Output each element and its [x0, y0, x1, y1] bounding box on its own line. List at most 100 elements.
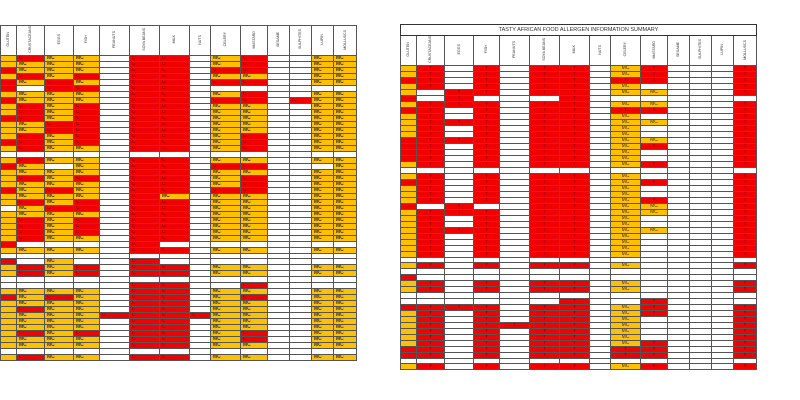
- allergen-cell-gluten[interactable]: [0, 353, 17, 361]
- column-header-mustard: MUSTARD: [640, 35, 668, 66]
- table-row: MC MC MC C C MC MC MC MC: [0, 246, 357, 254]
- allergen-cell-molluscs[interactable]: Y: [733, 262, 757, 270]
- allergen-cell-fish[interactable]: MC: [73, 353, 100, 361]
- allergen-cell-molluscs[interactable]: Y: [733, 285, 757, 293]
- table-row: MC MC MC C C MC C MC MC: [0, 336, 357, 344]
- allergen-cell-crustaceans[interactable]: Y: [416, 363, 445, 371]
- table-row: Y Y Y Y MC Y: [400, 244, 757, 252]
- table-row: Y Y Y Y MC Y: [400, 184, 757, 192]
- column-header-celery: CELERY: [210, 25, 241, 56]
- table-row: C MC C C C MC MC MC MC: [0, 228, 357, 236]
- table-row: Y Y Y Y MC Y Y: [400, 142, 757, 150]
- allergen-cell-nuts[interactable]: [589, 363, 611, 371]
- allergen-cell-peanuts[interactable]: [499, 363, 530, 371]
- column-header-peanuts: PEANUTS: [99, 25, 130, 56]
- column-header-eggs: EGGS: [44, 25, 74, 56]
- table-row: [400, 256, 757, 264]
- allergen-cell-sulphites[interactable]: [289, 353, 312, 361]
- table-row: MC MC MC C C MC C MC MC: [0, 180, 357, 188]
- allergen-cell-milk[interactable]: C: [159, 353, 190, 361]
- allergen-cell-mustard[interactable]: MC: [240, 353, 268, 361]
- allergen-cell-crustaceans[interactable]: C: [16, 353, 45, 361]
- allergen-cell-molluscs[interactable]: Y: [733, 250, 757, 258]
- table-row: Y Y Y Y MC Y: [400, 262, 757, 270]
- allergen-cell-gluten[interactable]: [400, 363, 417, 371]
- allergen-cell-eggs[interactable]: [444, 363, 474, 371]
- table-row: C MC MC C C MC MC MC MC: [0, 156, 357, 164]
- column-header-fish: FISH: [473, 35, 500, 66]
- allergen-cell-milk[interactable]: Y: [559, 363, 590, 371]
- table-row: MC C MC C C C C MC MC: [0, 78, 357, 86]
- column-header-nuts: NUTS: [189, 25, 211, 56]
- column-header-lupin: LUPIN: [311, 25, 334, 56]
- allergen-cell-molluscs[interactable]: Y: [733, 160, 757, 168]
- table-row: MC MC MC C C MC C MC MC: [0, 60, 357, 68]
- allergen-cell-sulphites[interactable]: [689, 363, 712, 371]
- column-header-nuts: NUTS: [589, 35, 611, 66]
- table-row: Y Y Y Y Y MC MC Y: [400, 136, 757, 144]
- allergen-cell-molluscs[interactable]: MC: [333, 270, 357, 278]
- table-row: Y Y Y Y MC Y: [400, 154, 757, 162]
- allergen-cell-nuts[interactable]: [189, 353, 211, 361]
- column-header-fish: FISH: [73, 25, 100, 56]
- allergen-cell-celery[interactable]: MC: [610, 363, 641, 371]
- allergen-cell-celery[interactable]: MC: [210, 353, 241, 361]
- column-header-molluscs: MOLLUSCS: [733, 35, 757, 66]
- table-row: C MC MC C C MC MC MC MC: [0, 353, 357, 361]
- table-row: [400, 274, 757, 281]
- table-row: C MC C C C MC MC MC MC: [0, 264, 357, 272]
- table-row: MC MC MC C C MC MC MC MC: [0, 318, 357, 326]
- column-header-sulphites: SULPHITES: [689, 35, 712, 66]
- allergen-cell-fish[interactable]: Y: [473, 363, 500, 371]
- table-row: Y Y Y Y MC Y: [400, 232, 757, 240]
- table-row: Y Y Y MC MC Y: [400, 202, 757, 210]
- column-header-crustaceans: CRUSTACEANS: [416, 35, 445, 66]
- allergen-cell-peanuts[interactable]: [99, 353, 130, 361]
- header-row: GLUTEN CRUSTACEANS EGGS FISH PEANUTS SOYA BEA…: [400, 35, 757, 66]
- header-row: GLUTEN CRUSTACEANS EGGS FISH PEANUTS SOYA BEA…: [0, 25, 357, 56]
- table-row: C MC C C C MC MC MC MC: [0, 102, 357, 110]
- table-row: Y Y Y Y MC Y: [400, 315, 757, 323]
- table-row: MC MC MC C C MC MC MC MC: [0, 210, 357, 218]
- table-row: MC MC MC C C MC MC MC MC: [0, 342, 357, 350]
- table-row: C MC C C C MC MC MC MC: [0, 198, 357, 206]
- allergen-cell-soya-beans[interactable]: Y: [529, 363, 560, 371]
- table-row: Y Y Y Y MC Y: [400, 333, 757, 341]
- table-row: MC MC MC C MC MC MC MC MC: [0, 192, 357, 200]
- allergen-cell-lupin[interactable]: MC: [311, 353, 334, 361]
- column-header-eggs: EGGS: [444, 35, 474, 66]
- allergen-cell-molluscs[interactable]: Y: [733, 351, 757, 359]
- table-row: Y Y Y Y MC Y Y: [400, 339, 757, 347]
- table-row: Y Y Y Y MC Y: [400, 279, 757, 287]
- table-row: Y Y Y Y Y MC MC Y: [400, 100, 757, 108]
- column-header-milk: MILK: [159, 25, 190, 56]
- allergen-cell-sesame[interactable]: [667, 363, 690, 371]
- table-row: Y Y Y Y MC Y Y: [400, 160, 757, 168]
- column-header-soya-beans: SOYA BEANS: [129, 25, 160, 56]
- allergen-table-left: GLUTEN CRUSTACEANS EGGS FISH PEANUTS SOYA BEA…: [0, 25, 357, 361]
- table-row: MC MC MC C C C C MC MC MC MC: [0, 312, 357, 320]
- column-header-celery: CELERY: [610, 35, 641, 66]
- column-header-sesame: SESAME: [267, 25, 290, 56]
- allergen-cell-soya-beans[interactable]: C: [129, 353, 160, 361]
- allergen-cell-molluscs[interactable]: MC: [333, 353, 357, 361]
- table-row: Y Y Y Y MC Y: [400, 285, 757, 293]
- allergen-cell-molluscs[interactable]: MC: [333, 342, 357, 350]
- table-row: Y Y Y Y MC Y: [400, 82, 757, 90]
- column-header-lupin: LUPIN: [711, 35, 734, 66]
- allergen-cell-eggs[interactable]: MC: [44, 353, 74, 361]
- allergen-cell-lupin[interactable]: [711, 363, 734, 371]
- allergen-cell-sesame[interactable]: [267, 353, 290, 361]
- allergen-cell-molluscs[interactable]: MC: [333, 144, 357, 152]
- table-row: Y Y Y Y Y MC Y Y: [400, 303, 757, 311]
- allergen-cell-mustard[interactable]: Y: [640, 363, 668, 371]
- allergen-cell-molluscs[interactable]: MC: [333, 246, 357, 254]
- table-row: Y Y Y Y MC Y: [400, 250, 757, 258]
- allergen-cell-molluscs[interactable]: Y: [733, 363, 757, 371]
- column-header-sesame: SESAME: [667, 35, 690, 66]
- column-header-sulphites: SULPHITES: [289, 25, 312, 56]
